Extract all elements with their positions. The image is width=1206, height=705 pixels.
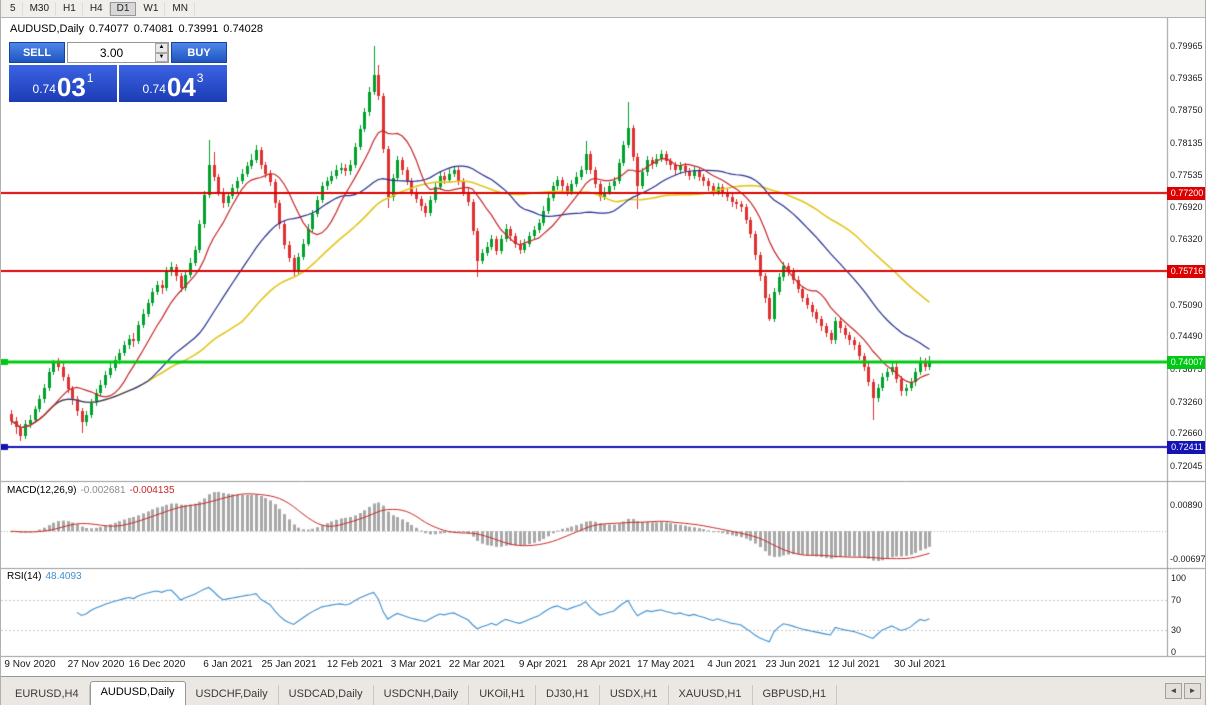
chart-tab-bar: EURUSD,H4 AUDUSD,Daily USDCHF,Daily USDCAD,… (1, 676, 1205, 705)
chart-tabs: EURUSD,H4 AUDUSD,Daily USDCHF,Daily USDCAD,… (5, 681, 838, 705)
tab-eurusd[interactable]: EURUSD,H4 (5, 685, 90, 705)
sell-price-big: 03 (56, 72, 86, 102)
tab-usdx[interactable]: USDX,H1 (600, 685, 669, 705)
buy-price-prefix: 0.74 (142, 82, 166, 96)
volume-box: ▲ ▼ (67, 42, 169, 63)
macd-signal-value: -0.004135 (129, 485, 175, 496)
buy-button[interactable]: BUY (171, 42, 227, 63)
tab-scroll-left-button[interactable]: ◄ (1165, 683, 1182, 699)
volume-input[interactable] (68, 43, 155, 62)
sell-price-sup: 1 (86, 71, 94, 85)
rsi-indicator-label: RSI(14) 48.4093 (7, 571, 86, 582)
volume-spinner: ▲ ▼ (155, 43, 168, 62)
tab-usdcad[interactable]: USDCAD,Daily (279, 685, 374, 705)
timeframe-toolbar: 5 M30 H1 H4 D1 W1 MN (1, 0, 1205, 18)
timeframe-button-5[interactable]: 5 (3, 1, 23, 16)
buy-price-big: 04 (166, 72, 196, 102)
tab-xauusd[interactable]: XAUUSD,H1 (669, 685, 753, 705)
chart-open: 0.74077 (88, 23, 129, 35)
timeframe-button-h4[interactable]: H4 (83, 1, 110, 16)
sell-price-prefix: 0.74 (32, 82, 56, 96)
timeframe-button-d1[interactable]: D1 (109, 1, 137, 16)
volume-down-button[interactable]: ▼ (155, 52, 168, 62)
tab-scroll-right-button[interactable]: ► (1184, 683, 1201, 699)
tab-usdchf[interactable]: USDCHF,Daily (186, 685, 279, 705)
buy-price-display[interactable]: 0.74 04 3 (119, 65, 227, 102)
buy-price-sup: 3 (196, 71, 204, 85)
sell-price-display[interactable]: 0.74 03 1 (9, 65, 117, 102)
macd-name: MACD(12,26,9) (7, 485, 77, 496)
sell-button[interactable]: SELL (9, 42, 65, 63)
tab-gbpusd[interactable]: GBPUSD,H1 (753, 685, 838, 705)
rsi-value: 48.4093 (45, 571, 82, 582)
chart-high: 0.74081 (133, 23, 174, 35)
tab-ukoil[interactable]: UKOil,H1 (469, 685, 537, 705)
timeframe-button-mn[interactable]: MN (165, 1, 195, 16)
volume-up-button[interactable]: ▲ (155, 43, 168, 53)
chart-title: AUDUSD,Daily 0.74077 0.74081 0.73991 0.74028 (10, 23, 268, 35)
rsi-name: RSI(14) (7, 571, 42, 582)
timeframe-button-h1[interactable]: H1 (56, 1, 83, 16)
timeframe-button-m30[interactable]: M30 (23, 1, 57, 16)
one-click-trading-panel: SELL ▲ ▼ BUY 0.74 03 1 0.74 04 3 (9, 42, 227, 102)
chart-symbol-period: AUDUSD,Daily (10, 23, 84, 35)
macd-indicator-label: MACD(12,26,9) -0.002681 -0.004135 (7, 485, 179, 496)
tab-scroll-controls: ◄ ► (1165, 683, 1205, 705)
tab-usdcnh[interactable]: USDCNH,Daily (374, 685, 470, 705)
chart-close: 0.74028 (223, 23, 264, 35)
tab-audusd[interactable]: AUDUSD,Daily (89, 681, 186, 705)
chart-low: 0.73991 (178, 23, 219, 35)
tab-dj30[interactable]: DJ30,H1 (536, 685, 600, 705)
timeframe-button-w1[interactable]: W1 (136, 1, 166, 16)
macd-main-value: -0.002681 (80, 485, 126, 496)
